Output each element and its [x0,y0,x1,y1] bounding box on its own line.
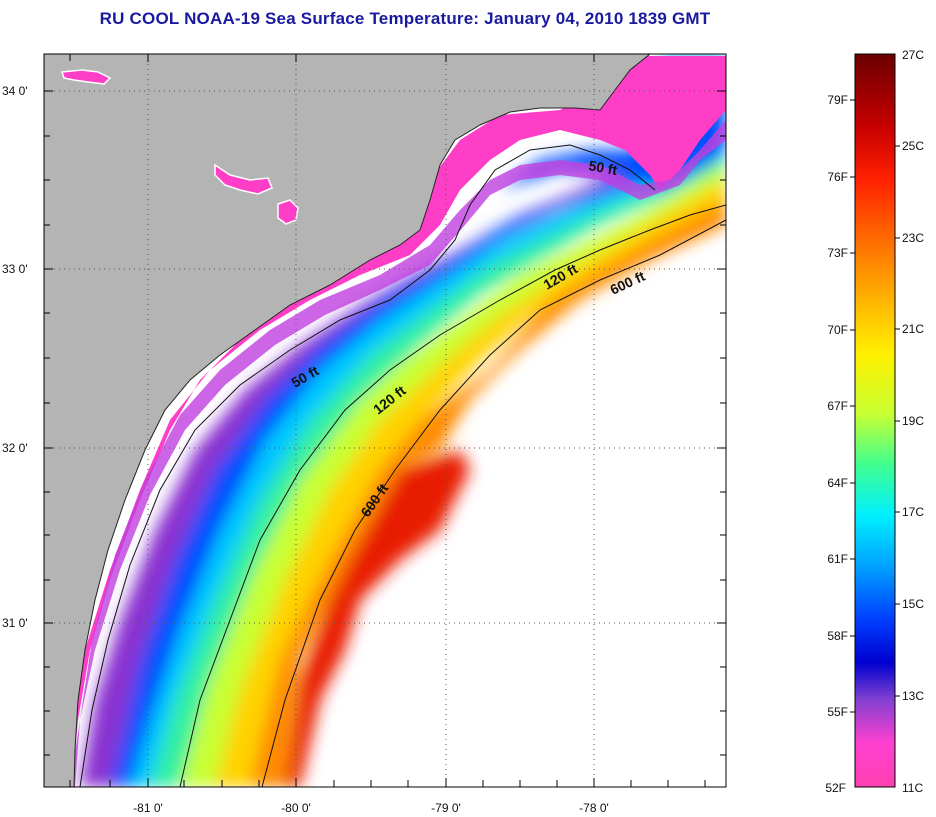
lat-label: 34 0' [2,84,28,98]
map-panel: 50 ft 50 ft 120 ft 120 ft 600 ft 600 ft [44,54,726,787]
colorbar-c-label: 25C [902,139,924,153]
map-frame [43,53,727,788]
isobath-label: 50 ft [587,157,618,178]
lon-label: -81 0' [133,801,163,815]
colorbar-f-label: 55F [827,705,848,719]
colorbar-c-label: 23C [902,231,924,245]
colorbar-f-label: 70F [827,323,848,337]
lon-label: -78 0' [579,801,609,815]
colorbar-f-label: 73F [827,246,848,260]
map-ticks [44,54,726,787]
colorbar-f-label: 76F [827,170,848,184]
lon-label: -79 0' [431,801,461,815]
colorbar-f-label: 52F [825,781,846,795]
colorbar-f-label: 64F [827,476,848,490]
nearshore-band [62,56,726,787]
colorbar-f-label: 79F [827,93,848,107]
colorbar-c-label: 11C [902,781,923,795]
inland-water [214,163,273,195]
colorbar-c-label: 13C [902,689,924,703]
land-mass [44,54,651,787]
colorbar-f-label: 61F [827,552,848,566]
lon-label: -80 0' [281,801,311,815]
color-bar: 79F 76F 73F 70F 67F 64F 61F 58F 55F 52F … [825,48,924,795]
colorbar-f-label: 58F [827,629,848,643]
color-bar-gradient [854,53,896,788]
colorbar-f-label: 67F [827,399,848,413]
isobath-lines [79,144,726,787]
colorbar-c-label: 21C [902,322,924,336]
lat-label: 33 0' [2,262,28,276]
graticule [44,54,726,787]
colorbar-c-label: 15C [902,597,924,611]
inland-water [60,69,112,85]
lat-label: 31 0' [2,616,28,630]
colorbar-c-label: 27C [902,48,924,62]
colorbar-c-label: 17C [902,505,924,519]
map-title: RU COOL NOAA-19 Sea Surface Temperature:… [99,9,711,28]
lat-label: 32 0' [2,441,28,455]
colorbar-c-label: 19C [902,414,924,428]
